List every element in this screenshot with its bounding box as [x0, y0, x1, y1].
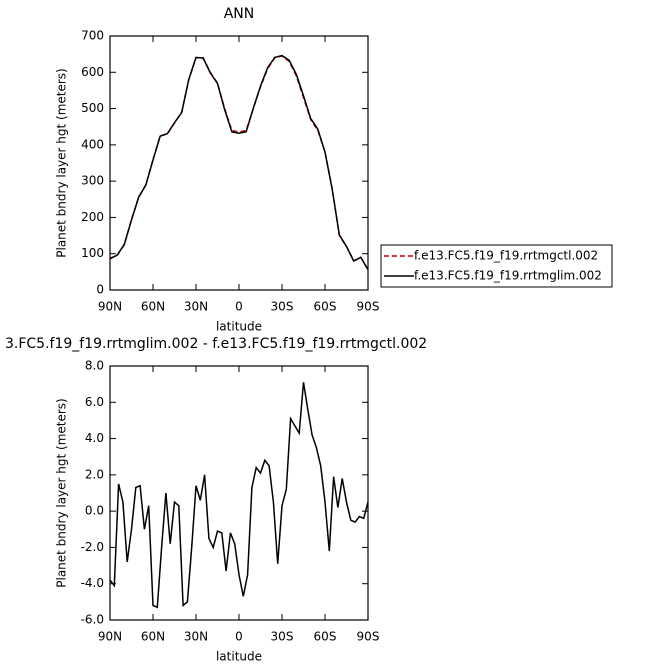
x-tick-label: 60N: [141, 300, 165, 314]
x-axis-label: latitude: [216, 650, 262, 664]
x-tick-label: 60S: [314, 300, 337, 314]
y-tick-label: 0: [96, 283, 104, 297]
y-tick-label: 4.0: [85, 431, 104, 445]
x-tick-label: 0: [235, 630, 243, 644]
data-line: [109, 54, 369, 271]
x-tick-label: 0: [235, 300, 243, 314]
y-tick-label: 0.0: [85, 504, 104, 518]
x-tick-label: 90S: [357, 300, 380, 314]
y-tick-label: -6.0: [81, 613, 104, 627]
x-tick-label: 90N: [98, 300, 122, 314]
y-tick-label: 600: [81, 65, 104, 79]
y-tick-label: -2.0: [81, 540, 104, 554]
plot-frame: [109, 35, 369, 291]
x-tick-label: 60S: [314, 630, 337, 644]
legend-label: f.e13.FC5.f19_f19.rrtmgctl.002: [414, 249, 598, 263]
y-tick-label: 400: [81, 137, 104, 151]
x-tick-label: 30S: [271, 300, 294, 314]
plot-frame: [109, 365, 369, 621]
x-axis-label: latitude: [216, 320, 262, 334]
y-tick-label: -4.0: [81, 576, 104, 590]
chart-title: 3.FC5.f19_f19.rrtmglim.002 - f.e13.FC5.f…: [5, 336, 427, 352]
y-axis-label: Planet bndry layer hgt (meters): [55, 398, 69, 588]
y-tick-label: 6.0: [85, 395, 104, 409]
x-tick-label: 30S: [271, 630, 294, 644]
y-axis-label: Planet bndry layer hgt (meters): [55, 68, 69, 258]
data-line: [109, 55, 369, 271]
x-tick-label: 90N: [98, 630, 122, 644]
y-tick-label: 2.0: [85, 467, 104, 481]
x-tick-label: 90S: [357, 630, 380, 644]
y-tick-label: 700: [81, 29, 104, 43]
y-tick-label: 8.0: [85, 359, 104, 373]
legend-label: f.e13.FC5.f19_f19.rrtmglim.002: [414, 269, 602, 283]
chart-title: ANN: [224, 6, 255, 22]
legend-box: [380, 244, 613, 288]
x-tick-label: 30N: [184, 300, 208, 314]
x-tick-label: 60N: [141, 630, 165, 644]
data-line: [109, 382, 369, 609]
y-tick-label: 500: [81, 101, 104, 115]
y-tick-label: 100: [81, 246, 104, 260]
y-tick-label: 200: [81, 210, 104, 224]
x-tick-label: 30N: [184, 630, 208, 644]
y-tick-label: 300: [81, 174, 104, 188]
